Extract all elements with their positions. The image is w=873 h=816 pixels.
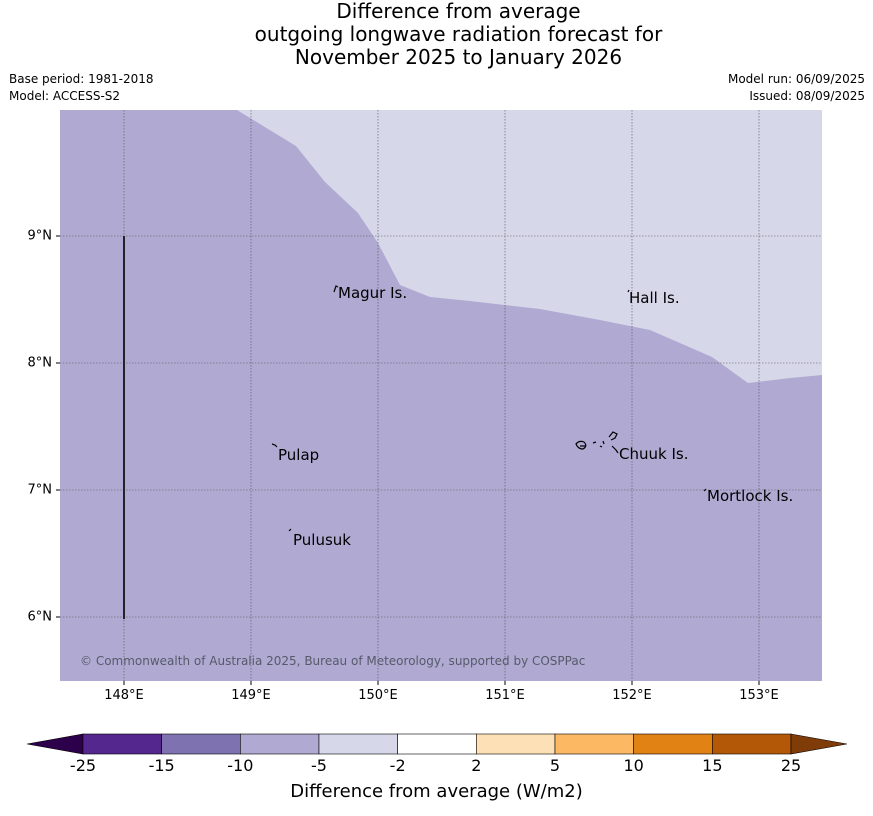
island-outlines	[271, 285, 707, 532]
model-run: Model run: 06/09/2025	[727, 72, 865, 86]
lon-label-150: 150°E	[358, 688, 398, 703]
meta-right: Model run: 06/09/2025 Issued: 08/09/2025	[728, 71, 865, 105]
place-hall: Hall Is.	[629, 289, 680, 307]
base-period: Base period: 1981-2018	[9, 72, 154, 86]
colorbar	[26, 733, 848, 755]
island-hall	[627, 289, 630, 293]
colorbar-bin-7	[633, 733, 713, 755]
colorbar-extend-low	[26, 733, 84, 755]
title-line-3: November 2025 to January 2026	[294, 45, 623, 69]
colorbar-tick-label: 2	[471, 756, 482, 775]
model-name: Model: ACCESS-S2	[9, 89, 121, 103]
region-minus5-to-minus2	[237, 110, 822, 383]
colorbar-tick-label: -25	[69, 756, 97, 775]
lon-label-148: 148°E	[104, 688, 144, 703]
colorbar-bin-8	[712, 733, 792, 755]
tick-marks	[56, 235, 760, 685]
lat-label-7: 7°N	[27, 482, 53, 498]
issued-date: Issued: 08/09/2025	[749, 89, 865, 103]
colorbar-bin-3	[318, 733, 398, 755]
place-magur: Magur Is.	[338, 284, 408, 302]
place-chuuk: Chuuk Is.	[619, 445, 689, 463]
colorbar-tick-label: -2	[389, 756, 406, 775]
map-title: Difference from average outgoing longwav…	[0, 0, 873, 69]
lat-label-6: 6°N	[27, 609, 53, 625]
place-pulap: Pulap	[278, 446, 320, 464]
colorbar-bin-1	[161, 733, 241, 755]
island-magur	[333, 285, 339, 293]
colorbar-bin-6	[554, 733, 634, 755]
lon-label-149: 149°E	[231, 688, 271, 703]
island-mortlock	[703, 488, 707, 492]
title-line-2: outgoing longwave radiation forecast for	[254, 22, 663, 46]
colorbar-tick-label: 15	[702, 756, 723, 775]
title-line-1: Difference from average	[336, 0, 581, 23]
colorbar-tick-label: 10	[623, 756, 644, 775]
colorbar-tick-label: -10	[227, 756, 254, 775]
place-mortlock: Mortlock Is.	[707, 487, 794, 505]
colorbar-bin-5	[476, 733, 556, 755]
colorbar-tick-label: -15	[148, 756, 175, 775]
lat-label-8: 8°N	[27, 355, 53, 371]
colorbar-extend-high	[790, 733, 848, 755]
lon-label-153: 153°E	[739, 688, 779, 703]
colorbar-tick-label: 25	[780, 756, 802, 775]
island-pulusuk	[288, 528, 292, 532]
island-chuuk	[575, 431, 619, 454]
colorbar-bin-0	[82, 733, 162, 755]
lon-label-151: 151°E	[485, 688, 525, 703]
place-pulusuk: Pulusuk	[293, 531, 351, 549]
colorbar-title: Difference from average (W/m2)	[290, 781, 583, 802]
copyright-notice: © Commonwealth of Australia 2025, Bureau…	[80, 654, 586, 668]
island-pulap	[271, 443, 278, 448]
meta-left: Base period: 1981-2018 Model: ACCESS-S2	[9, 71, 154, 105]
colorbar-bin-2	[240, 733, 320, 755]
colorbar-bin-4	[397, 733, 477, 755]
colorbar-tick-label: -5	[311, 756, 327, 775]
colorbar-tick-label: 5	[549, 756, 561, 775]
lon-label-152: 152°E	[612, 688, 652, 703]
lat-label-9: 9°N	[27, 228, 53, 244]
